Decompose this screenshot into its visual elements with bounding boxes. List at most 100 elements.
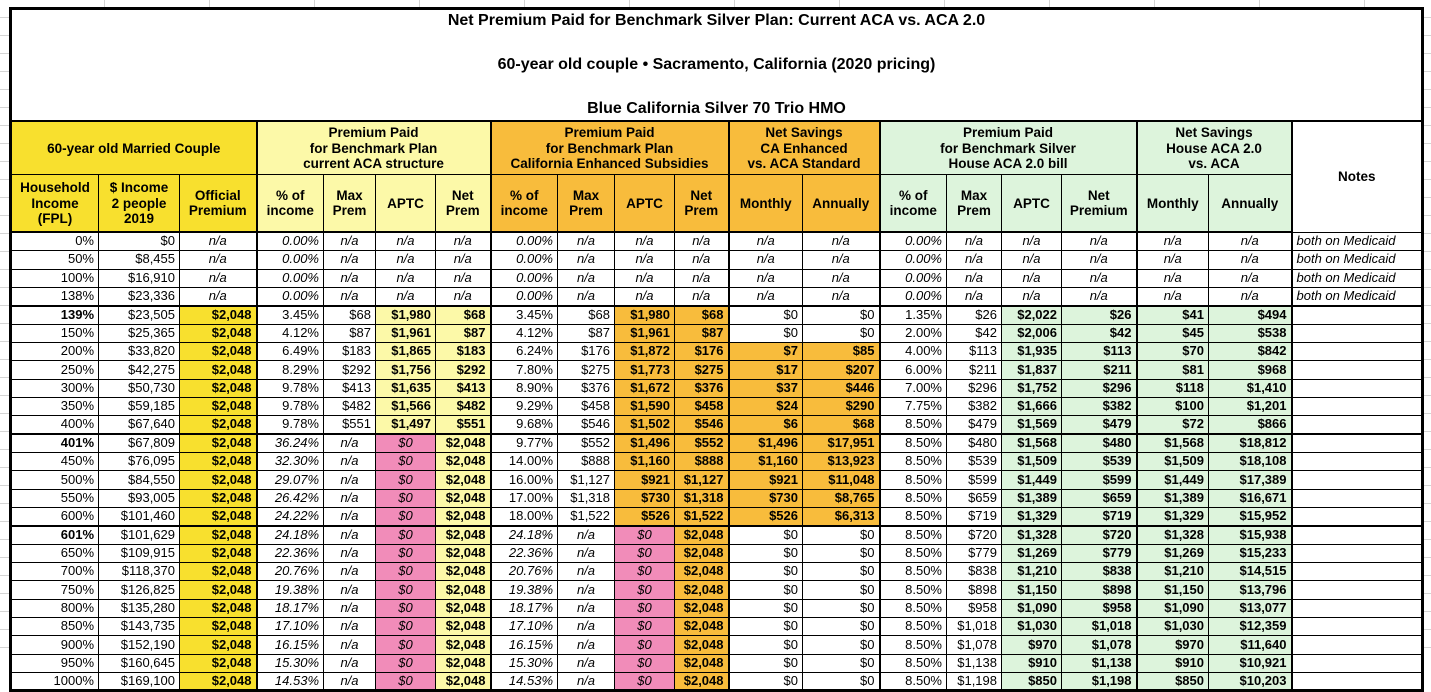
cell-aca-pct-income[interactable]: 26.42% — [255, 488, 324, 509]
cell-house-aptc[interactable]: $2,022 — [1001, 304, 1062, 325]
cell-house-aptc[interactable]: $1,837 — [1001, 360, 1062, 380]
cell-ca-savings-monthly[interactable]: $0 — [727, 562, 803, 582]
cell-notes[interactable] — [1290, 653, 1423, 674]
cell-fpl[interactable]: 200% — [10, 341, 99, 362]
cell-aca-max-prem[interactable]: n/a — [323, 598, 376, 619]
cell-aca-max-prem[interactable]: n/a — [323, 470, 376, 490]
cell-house-max-prem[interactable]: $480 — [946, 433, 1002, 454]
cell-aca-pct-income[interactable]: 9.78% — [255, 378, 324, 398]
cell-ca-savings-annually[interactable]: $13,923 — [802, 452, 880, 472]
cell-fpl[interactable]: 650% — [10, 543, 99, 564]
cell-ca-savings-monthly[interactable]: n/a — [727, 268, 803, 288]
cell-notes[interactable] — [1290, 433, 1423, 454]
cell-ca-savings-annually[interactable]: $446 — [802, 378, 880, 398]
column-header[interactable]: Monthly — [727, 174, 803, 234]
cell-house-aptc[interactable]: $910 — [1001, 653, 1062, 674]
cell-house-pct-income[interactable]: 4.00% — [878, 341, 947, 362]
cell-ca-net-prem[interactable]: $2,048 — [674, 653, 729, 674]
cell-house-savings-monthly[interactable]: $1,509 — [1135, 452, 1209, 472]
cell-income[interactable]: $67,640 — [98, 415, 180, 435]
cell-house-net-premium[interactable]: $42 — [1061, 323, 1137, 343]
cell-income[interactable]: $42,275 — [98, 360, 180, 380]
cell-aca-aptc[interactable]: $0 — [375, 617, 436, 637]
cell-ca-net-prem[interactable]: $2,048 — [674, 543, 729, 564]
cell-ca-net-prem[interactable]: $2,048 — [674, 598, 729, 619]
cell-fpl[interactable]: 100% — [10, 268, 99, 288]
cell-ca-net-prem[interactable]: $546 — [674, 415, 729, 435]
cell-aca-aptc[interactable]: $0 — [375, 470, 436, 490]
cell-aca-pct-income[interactable]: 15.30% — [255, 653, 324, 674]
cell-ca-aptc[interactable]: $0 — [614, 524, 675, 545]
cell-fpl[interactable]: 601% — [10, 524, 99, 545]
cell-ca-aptc[interactable]: $1,160 — [614, 452, 675, 472]
cell-ca-net-prem[interactable]: $552 — [674, 433, 729, 454]
cell-house-pct-income[interactable]: 7.75% — [878, 396, 947, 417]
cell-ca-savings-annually[interactable]: $207 — [802, 360, 880, 380]
cell-house-pct-income[interactable]: 8.50% — [878, 635, 947, 655]
cell-aca-pct-income[interactable]: 32.30% — [255, 452, 324, 472]
cell-aca-max-prem[interactable]: n/a — [323, 562, 376, 582]
cell-official-premium[interactable]: $2,048 — [179, 580, 257, 600]
cell-official-premium[interactable]: $2,048 — [179, 543, 257, 564]
cell-aca-net-prem[interactable]: $2,048 — [435, 635, 491, 655]
cell-notes[interactable]: both on Medicaid — [1290, 268, 1423, 288]
cell-house-max-prem[interactable]: n/a — [946, 231, 1002, 252]
cell-house-savings-annually[interactable]: $18,108 — [1208, 452, 1292, 472]
cell-ca-net-prem[interactable]: n/a — [674, 231, 729, 252]
cell-house-aptc[interactable]: $850 — [1001, 672, 1062, 692]
cell-fpl[interactable]: 0% — [10, 231, 99, 252]
cell-house-max-prem[interactable]: $720 — [946, 524, 1002, 545]
cell-house-pct-income[interactable]: 7.00% — [878, 378, 947, 398]
column-group-header[interactable]: Net Savings CA Enhanced vs. ACA Standard — [727, 120, 880, 176]
column-header[interactable]: $ Income 2 people 2019 — [98, 174, 180, 234]
cell-house-net-premium[interactable]: $838 — [1061, 562, 1137, 582]
cell-house-aptc[interactable]: $1,150 — [1001, 580, 1062, 600]
cell-fpl[interactable]: 350% — [10, 396, 99, 417]
cell-house-net-premium[interactable]: $296 — [1061, 378, 1137, 398]
cell-aca-net-prem[interactable]: $2,048 — [435, 507, 491, 527]
cell-fpl[interactable]: 139% — [10, 304, 99, 325]
cell-aca-max-prem[interactable]: n/a — [323, 488, 376, 509]
cell-aca-max-prem[interactable]: n/a — [323, 580, 376, 600]
cell-ca-aptc[interactable]: n/a — [614, 231, 675, 252]
cell-house-aptc[interactable]: n/a — [1001, 250, 1062, 270]
cell-income[interactable]: $126,825 — [98, 580, 180, 600]
cell-aca-pct-income[interactable]: 3.45% — [255, 304, 324, 325]
cell-ca-net-prem[interactable]: $2,048 — [674, 562, 729, 582]
cell-ca-max-prem[interactable]: n/a — [557, 653, 615, 674]
cell-house-savings-monthly[interactable]: $41 — [1135, 304, 1209, 325]
cell-official-premium[interactable]: n/a — [179, 268, 257, 288]
cell-notes[interactable] — [1290, 304, 1423, 325]
cell-ca-savings-annually[interactable]: n/a — [802, 268, 880, 288]
cell-aca-pct-income[interactable]: 0.00% — [255, 250, 324, 270]
cell-ca-net-prem[interactable]: n/a — [674, 250, 729, 270]
cell-notes[interactable] — [1290, 562, 1423, 582]
cell-house-net-premium[interactable]: n/a — [1061, 250, 1137, 270]
cell-house-pct-income[interactable]: 0.00% — [878, 268, 947, 288]
cell-house-savings-annually[interactable]: $494 — [1208, 304, 1292, 325]
cell-aca-max-prem[interactable]: $551 — [323, 415, 376, 435]
cell-aca-max-prem[interactable]: n/a — [323, 635, 376, 655]
cell-aca-aptc[interactable]: $0 — [375, 433, 436, 454]
cell-aca-pct-income[interactable]: 8.29% — [255, 360, 324, 380]
cell-house-savings-monthly[interactable]: n/a — [1135, 268, 1209, 288]
cell-house-max-prem[interactable]: $599 — [946, 470, 1002, 490]
cell-aca-aptc[interactable]: $1,756 — [375, 360, 436, 380]
cell-income[interactable]: $101,629 — [98, 524, 180, 545]
cell-income[interactable]: $59,185 — [98, 396, 180, 417]
cell-house-aptc[interactable]: $1,509 — [1001, 452, 1062, 472]
cell-aca-aptc[interactable]: $1,635 — [375, 378, 436, 398]
cell-house-pct-income[interactable]: 8.50% — [878, 470, 947, 490]
cell-notes[interactable] — [1290, 396, 1423, 417]
cell-house-net-premium[interactable]: $539 — [1061, 452, 1137, 472]
cell-ca-savings-monthly[interactable]: $730 — [727, 488, 803, 509]
column-header[interactable]: Household Income (FPL) — [10, 174, 99, 234]
cell-ca-net-prem[interactable]: $376 — [674, 378, 729, 398]
cell-house-pct-income[interactable]: 0.00% — [878, 250, 947, 270]
cell-ca-pct-income[interactable]: 0.00% — [489, 231, 558, 252]
cell-fpl[interactable]: 138% — [10, 286, 99, 307]
cell-house-pct-income[interactable]: 8.50% — [878, 488, 947, 509]
cell-house-max-prem[interactable]: n/a — [946, 268, 1002, 288]
cell-aca-aptc[interactable]: $1,980 — [375, 304, 436, 325]
cell-aca-pct-income[interactable]: 18.17% — [255, 598, 324, 619]
